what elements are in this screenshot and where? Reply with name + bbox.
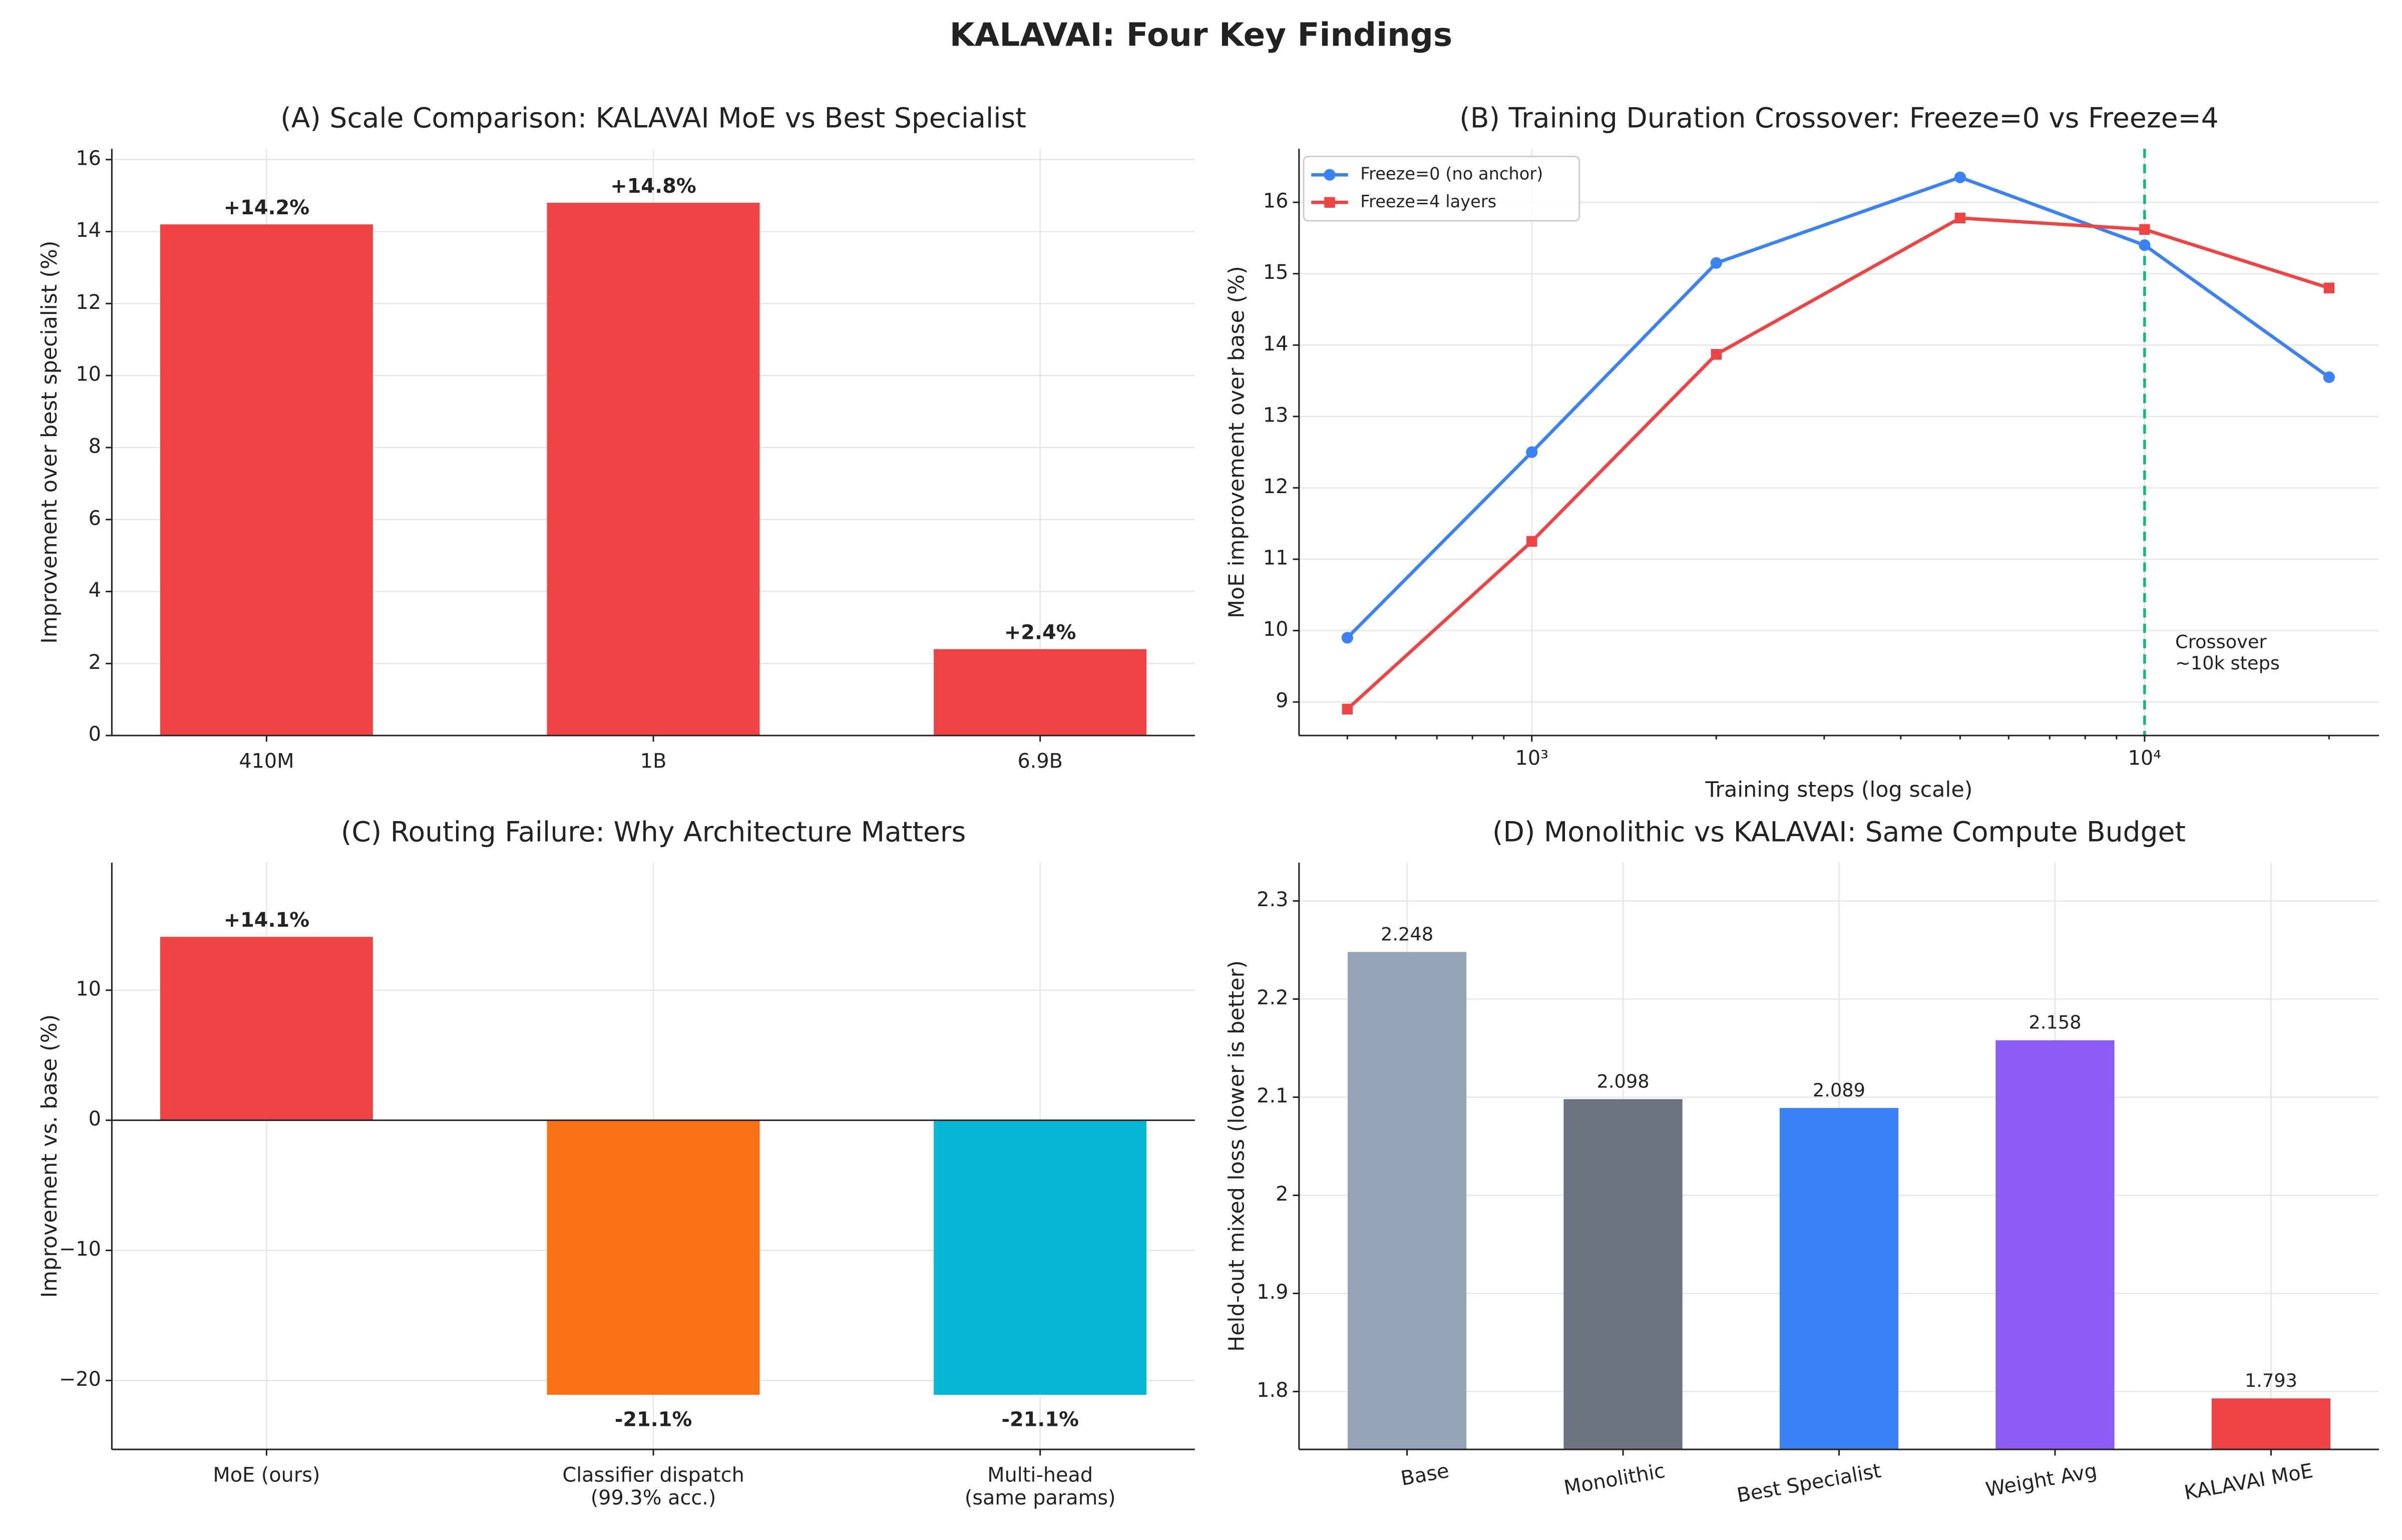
x-tick-label: 10³ [1515,746,1549,769]
y-axis-label: Held-out mixed loss (lower is better) [1225,960,1250,1352]
value-label: 2.089 [1813,1079,1865,1101]
annotation: Crossover ~10k steps [2175,631,2280,674]
panel-title: (B) Training Duration Crossover: Freeze=… [1459,102,2218,134]
point [2139,239,2151,251]
value-label: +2.4% [1004,621,1076,644]
y-tick-label: 9 [1276,689,1288,712]
series-line [1346,216,2330,710]
panel-title: (D) Monolithic vs KALAVAI: Same Compute … [1492,816,2186,848]
y-axis-label: MoE improvement over base (%) [1225,266,1250,618]
bar [1563,1099,1683,1450]
point [1954,212,1966,224]
point [1710,257,1722,269]
point [1526,446,1538,458]
x-tick-label: 410M [239,749,294,773]
value-label: +14.8% [610,175,696,198]
y-tick-label: 1.8 [1257,1379,1288,1402]
y-tick-label: 16 [76,147,101,170]
y-tick-label: 10 [76,363,101,386]
bar [547,1120,760,1395]
value-label: +14.2% [224,196,309,219]
y-tick-label: 4 [89,579,101,602]
point [1711,349,1722,360]
bar [160,224,373,736]
figure-title: KALAVAI: Four Key Findings [950,16,1452,54]
legend-marker [1324,169,1336,181]
y-tick-label: −10 [59,1238,101,1261]
x-axis-label: Training steps (log scale) [1705,778,1973,803]
y-tick-label: 12 [76,291,101,314]
panel-title: (A) Scale Comparison: KALAVAI MoE vs Bes… [280,102,1026,134]
y-axis-label: Improvement vs. base (%) [37,1014,62,1298]
bar [547,203,760,736]
point [1526,536,1537,547]
value-label: -21.1% [615,1408,692,1431]
y-tick-label: 10 [1263,618,1289,641]
y-tick-label: 14 [1263,332,1289,355]
x-tick-label: Classifier dispatch (99.3% acc.) [562,1463,744,1509]
bar [1347,952,1467,1450]
y-tick-label: 14 [76,219,101,242]
bar [160,937,373,1120]
legend-label: Freeze=4 layers [1360,192,1496,211]
y-tick-label: 2.2 [1257,986,1288,1009]
y-axis-label: Improvement over best specialist (%) [37,241,62,644]
y-tick-label: 2 [89,651,101,674]
x-tick-label: Multi-head (same params) [965,1463,1116,1509]
y-tick-label: 10 [76,977,101,1000]
legend-marker [1324,197,1335,208]
point [2323,371,2335,383]
y-tick-label: 2 [1276,1183,1288,1206]
y-tick-label: 8 [89,435,101,458]
y-tick-label: 0 [89,1107,101,1130]
series-line [1346,175,2330,639]
y-tick-label: 2.3 [1257,888,1288,911]
value-label: 2.098 [1596,1070,1649,1092]
x-tick-label: 10⁴ [2128,746,2162,769]
y-tick-label: 1.9 [1257,1281,1288,1304]
point [1342,703,1353,715]
y-tick-label: −20 [59,1368,101,1391]
legend-label: Freeze=0 (no anchor) [1360,164,1543,184]
bar [934,1120,1147,1395]
x-tick-label: MoE (ours) [213,1463,320,1486]
y-tick-label: 11 [1263,546,1289,569]
value-label: 2.248 [1381,923,1433,945]
panel-title: (C) Routing Failure: Why Architecture Ma… [341,816,966,848]
legend-box [1303,155,1580,222]
point [1341,632,1353,644]
y-tick-label: 13 [1263,404,1289,427]
y-tick-label: 0 [89,723,101,746]
y-tick-label: 15 [1263,261,1289,284]
bar [2211,1398,2331,1450]
bar [1779,1108,1899,1450]
point [2139,224,2150,235]
y-tick-label: 12 [1263,475,1289,498]
bar [1995,1040,2115,1450]
point [1954,171,1966,183]
y-tick-label: 2.1 [1257,1084,1288,1107]
point [2323,282,2335,293]
value-label: 2.158 [2029,1012,2081,1033]
value-label: +14.1% [224,909,309,932]
y-tick-label: 6 [89,507,101,530]
x-tick-label: 6.9B [1017,749,1063,773]
bar [934,649,1147,736]
x-tick-label: 1B [640,749,667,773]
value-label: 1.793 [2245,1370,2297,1391]
value-label: -21.1% [1001,1408,1078,1431]
y-tick-label: 16 [1263,190,1289,213]
